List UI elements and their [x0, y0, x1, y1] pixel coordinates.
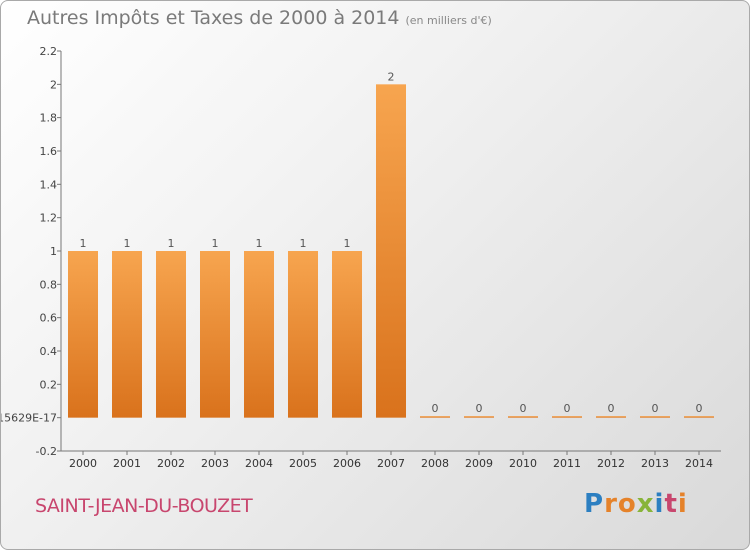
bar-value-label: 0 — [520, 402, 527, 415]
chart-title: Autres Impôts et Taxes de 2000 à 2014 (en… — [27, 7, 492, 29]
x-tick-label: 2004 — [245, 457, 273, 470]
x-tick-label: 2014 — [685, 457, 713, 470]
chart-title-text: Autres Impôts et Taxes de 2000 à 2014 — [27, 7, 400, 29]
bar-value-label: 0 — [432, 402, 439, 415]
commune-name: SAINT-JEAN-DU-BOUZET — [35, 495, 253, 517]
bar — [288, 251, 318, 418]
x-tick-label: 2000 — [69, 457, 97, 470]
bar — [640, 416, 670, 418]
y-tick-label: 1.2 — [40, 212, 58, 225]
y-tick-label: 1 — [50, 245, 57, 258]
x-tick-label: 2003 — [201, 457, 229, 470]
bar-value-label: 1 — [212, 237, 219, 250]
x-tick-label: 2011 — [553, 457, 581, 470]
bar-value-label: 0 — [476, 402, 483, 415]
chart-subtitle: (en milliers d'€) — [405, 14, 492, 27]
x-tick-label: 2010 — [509, 457, 537, 470]
y-tick-label: 0.2 — [40, 378, 58, 391]
bar — [332, 251, 362, 418]
y-tick-label: 0.6 — [40, 312, 58, 325]
y-tick-label: -0.2 — [36, 445, 57, 458]
y-tick-label: 1.4 — [40, 178, 58, 191]
bar-value-label: 0 — [696, 402, 703, 415]
bar — [508, 416, 538, 418]
bar — [420, 416, 450, 418]
bar-value-label: 1 — [300, 237, 307, 250]
x-tick-label: 2007 — [377, 457, 405, 470]
y-tick-label: 0.8 — [40, 278, 58, 291]
x-tick-label: 2005 — [289, 457, 317, 470]
y-tick-label: -1.15629E-17 — [1, 412, 57, 425]
x-tick-label: 2006 — [333, 457, 361, 470]
bar — [244, 251, 274, 418]
bar — [596, 416, 626, 418]
bar-value-label: 2 — [388, 70, 395, 83]
bar — [684, 416, 714, 418]
y-tick-label: 0.4 — [40, 345, 58, 358]
y-tick-label: 2.2 — [40, 45, 58, 58]
bar-value-label: 0 — [564, 402, 571, 415]
bar-value-label: 0 — [608, 402, 615, 415]
proxiti-logo: Proxiti — [584, 489, 688, 519]
bar — [376, 84, 406, 418]
bar-value-label: 1 — [124, 237, 131, 250]
y-tick-label: 2 — [50, 78, 57, 91]
x-tick-label: 2002 — [157, 457, 185, 470]
bar — [464, 416, 494, 418]
bar-value-label: 1 — [168, 237, 175, 250]
x-tick-label: 2009 — [465, 457, 493, 470]
x-tick-label: 2001 — [113, 457, 141, 470]
bar-value-label: 1 — [80, 237, 87, 250]
bar — [156, 251, 186, 418]
x-tick-label: 2008 — [421, 457, 449, 470]
bar — [200, 251, 230, 418]
bar-value-label: 0 — [652, 402, 659, 415]
y-tick-label: 1.6 — [40, 145, 58, 158]
y-tick-label: 1.8 — [40, 112, 58, 125]
x-tick-label: 2012 — [597, 457, 625, 470]
x-tick-label: 2013 — [641, 457, 669, 470]
bar — [552, 416, 582, 418]
bar — [112, 251, 142, 418]
bar-value-label: 1 — [344, 237, 351, 250]
bar-value-label: 1 — [256, 237, 263, 250]
bar — [68, 251, 98, 418]
